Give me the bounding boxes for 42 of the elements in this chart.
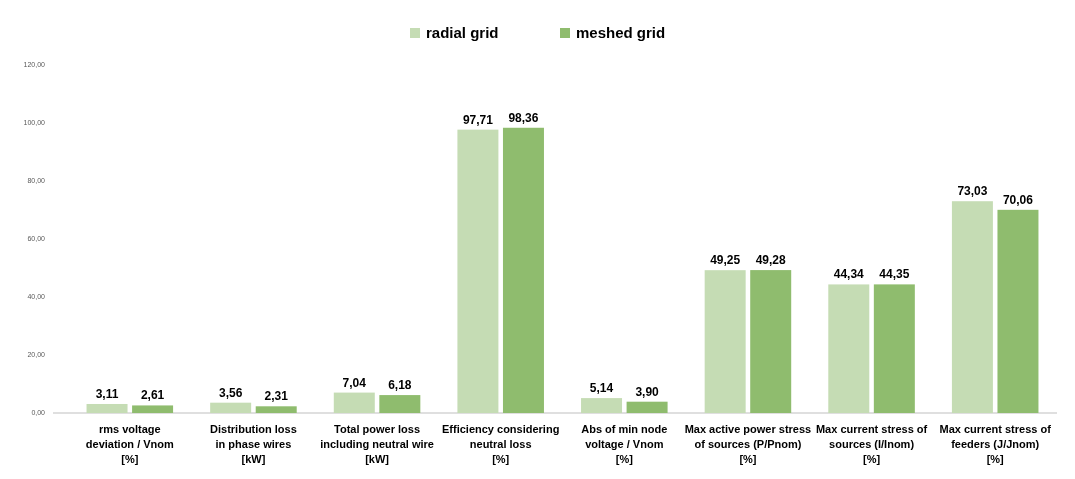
x-tick-label: Distribution loss in phase wires [kW] bbox=[210, 423, 297, 465]
bar bbox=[750, 270, 792, 413]
data-label: 44,35 bbox=[879, 267, 910, 282]
bar bbox=[626, 401, 668, 413]
bar bbox=[255, 406, 297, 413]
data-label: 2,61 bbox=[140, 388, 165, 403]
x-tick-label: Max active power stress of sources (P/Pnom) [%] bbox=[684, 423, 812, 465]
bar bbox=[951, 201, 993, 413]
x-tick-label: rms voltage deviation / Vnom [%] bbox=[85, 423, 175, 465]
data-label: 49,25 bbox=[710, 253, 741, 268]
legend-label: radial grid bbox=[426, 24, 499, 41]
data-label: 97,71 bbox=[462, 112, 494, 127]
bar bbox=[502, 127, 544, 413]
data-label: 3,11 bbox=[95, 386, 119, 401]
data-label: 6,18 bbox=[388, 378, 412, 393]
bar bbox=[581, 398, 623, 413]
bar bbox=[210, 402, 252, 413]
x-tick-label: Max current stress of sources (I/Inom) [%] bbox=[815, 423, 928, 465]
legend-label: meshed grid bbox=[576, 24, 666, 41]
data-label: 7,04 bbox=[342, 375, 367, 390]
data-label: 3,56 bbox=[218, 385, 243, 400]
bar bbox=[457, 129, 499, 413]
x-tick-label: Max current stress of feeders (J/Jnom) [%] bbox=[939, 423, 1052, 465]
data-label: 73,03 bbox=[957, 184, 988, 199]
data-label: 49,28 bbox=[755, 253, 787, 268]
data-label: 98,36 bbox=[508, 110, 539, 125]
data-label: 44,34 bbox=[833, 267, 865, 282]
x-tick-label: Total power loss including neutral wire [kW] bbox=[320, 423, 434, 465]
bar bbox=[873, 284, 915, 413]
x-tick-label: Efficiency considering neutral loss [%] bbox=[442, 423, 560, 465]
data-label: 5,14 bbox=[589, 381, 614, 396]
bar bbox=[333, 392, 375, 413]
data-label: 2,31 bbox=[264, 389, 289, 404]
data-label: 3,90 bbox=[635, 384, 660, 399]
data-label: 70,06 bbox=[1002, 192, 1034, 207]
bar bbox=[86, 403, 128, 413]
x-tick-label: Abs of min node voltage / Vnom [%] bbox=[581, 423, 668, 465]
bar bbox=[828, 284, 870, 413]
bar bbox=[997, 209, 1039, 413]
bar bbox=[132, 405, 174, 413]
bar bbox=[704, 270, 746, 413]
bar bbox=[379, 395, 421, 413]
